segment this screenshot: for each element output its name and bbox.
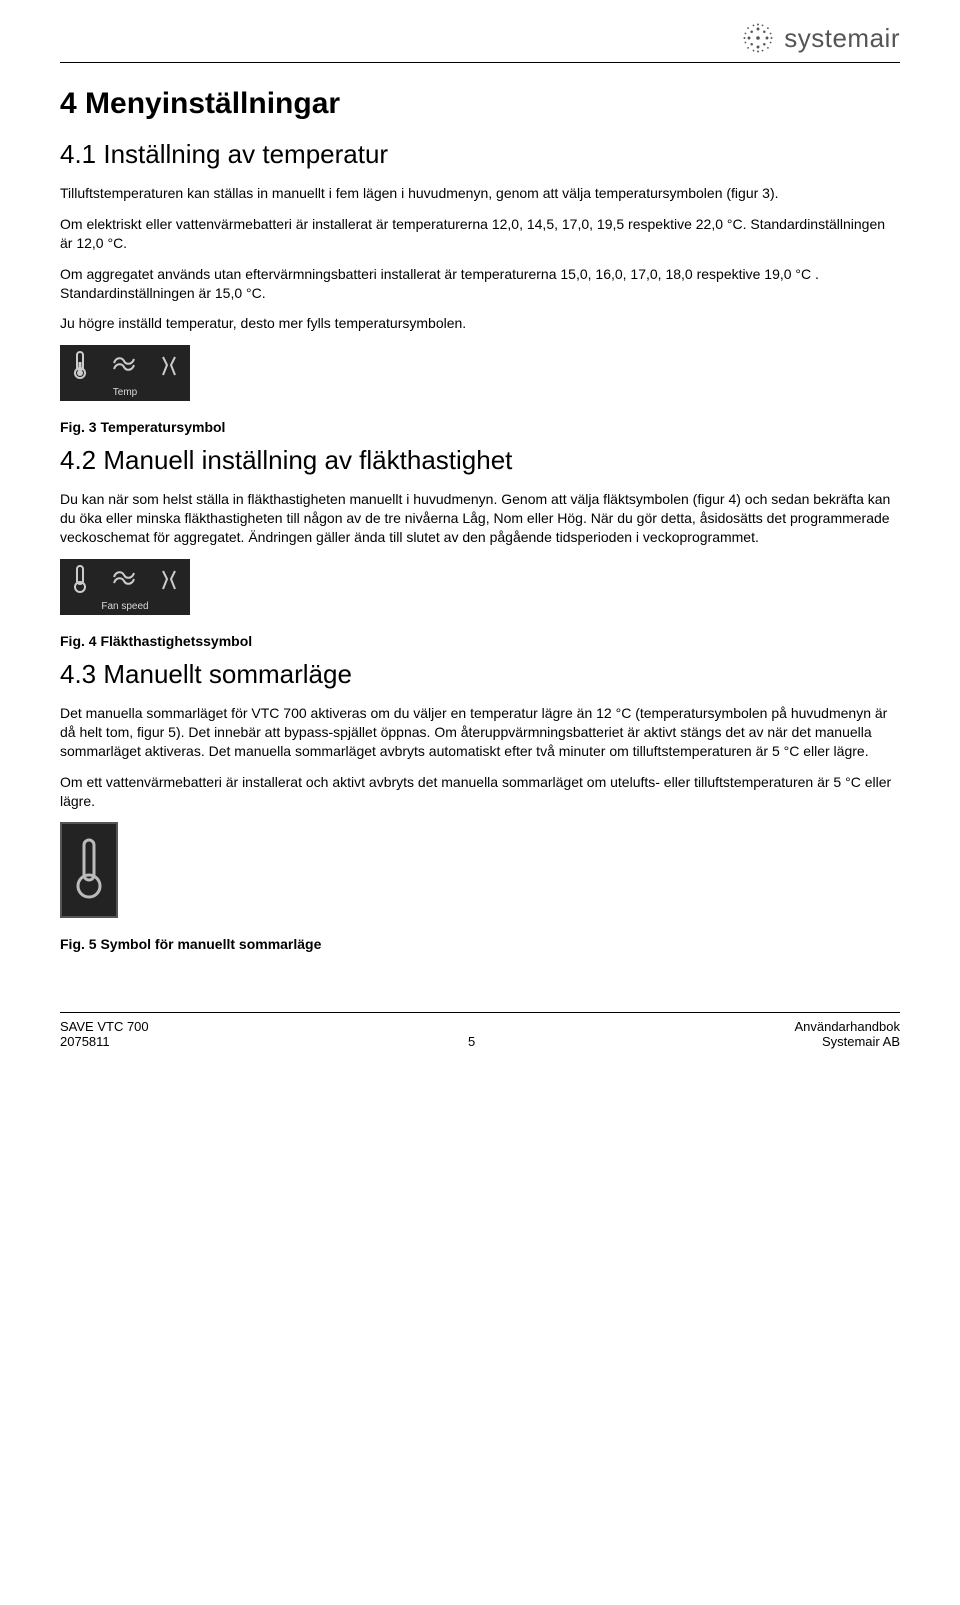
tool-icon bbox=[158, 353, 180, 377]
footer-right: Användarhandbok Systemair AB bbox=[794, 1019, 900, 1049]
fig-3-caption: Fig. 3 Temperatursymbol bbox=[60, 419, 900, 435]
tool-icon bbox=[158, 567, 180, 591]
section-4-title: 4 Menyinställningar bbox=[60, 87, 900, 121]
footer-doctype: Användarhandbok bbox=[794, 1019, 900, 1034]
footer-docnum: 2075811 bbox=[60, 1034, 149, 1049]
section-4-1-para-1: Tilluftstemperaturen kan ställas in manu… bbox=[60, 184, 900, 203]
footer-company: Systemair AB bbox=[794, 1034, 900, 1049]
fig-4-fan-symbol: Fan speed bbox=[60, 559, 900, 615]
section-4-1-para-4: Ju högre inställd temperatur, desto mer … bbox=[60, 314, 900, 333]
footer-left: SAVE VTC 700 2075811 bbox=[60, 1019, 149, 1049]
footer-product: SAVE VTC 700 bbox=[60, 1019, 149, 1034]
fan-icon bbox=[110, 567, 138, 591]
footer-center: 5 bbox=[468, 1019, 475, 1049]
section-4-3-para-1: Det manuella sommarläget för VTC 700 akt… bbox=[60, 704, 900, 761]
fan-icon bbox=[110, 353, 138, 377]
fig-3-label: Temp bbox=[60, 387, 190, 398]
section-4-3-title: 4.3 Manuellt sommarläge bbox=[60, 659, 900, 690]
fig-5-summer-symbol bbox=[60, 822, 900, 918]
fig-4-label: Fan speed bbox=[60, 601, 190, 612]
systemair-logo-icon bbox=[740, 20, 776, 56]
thermometer-icon bbox=[70, 350, 90, 380]
section-4-1-para-2: Om elektriskt eller vattenvärmebatteri ä… bbox=[60, 215, 900, 253]
fig-5-caption: Fig. 5 Symbol för manuellt sommarläge bbox=[60, 936, 900, 952]
section-4-2-title: 4.2 Manuell inställning av fläkthastighe… bbox=[60, 445, 900, 476]
brand-name: systemair bbox=[784, 23, 900, 54]
section-4-3-para-2: Om ett vattenvärmebatteri är installerat… bbox=[60, 773, 900, 811]
page-header: systemair bbox=[60, 20, 900, 63]
section-4-1-title: 4.1 Inställning av temperatur bbox=[60, 139, 900, 170]
page-footer: SAVE VTC 700 2075811 5 Användarhandbok S… bbox=[60, 1012, 900, 1049]
page-number: 5 bbox=[468, 1034, 475, 1049]
section-4-1-para-3: Om aggregatet används utan eftervärmning… bbox=[60, 265, 900, 303]
thermometer-empty-icon bbox=[71, 834, 107, 904]
section-4-2-para-1: Du kan när som helst ställa in fläkthast… bbox=[60, 490, 900, 547]
fig-3-temp-symbol: Temp bbox=[60, 345, 900, 401]
thermometer-icon bbox=[70, 564, 90, 594]
brand-logo: systemair bbox=[740, 20, 900, 56]
fig-4-caption: Fig. 4 Fläkthastighetssymbol bbox=[60, 633, 900, 649]
